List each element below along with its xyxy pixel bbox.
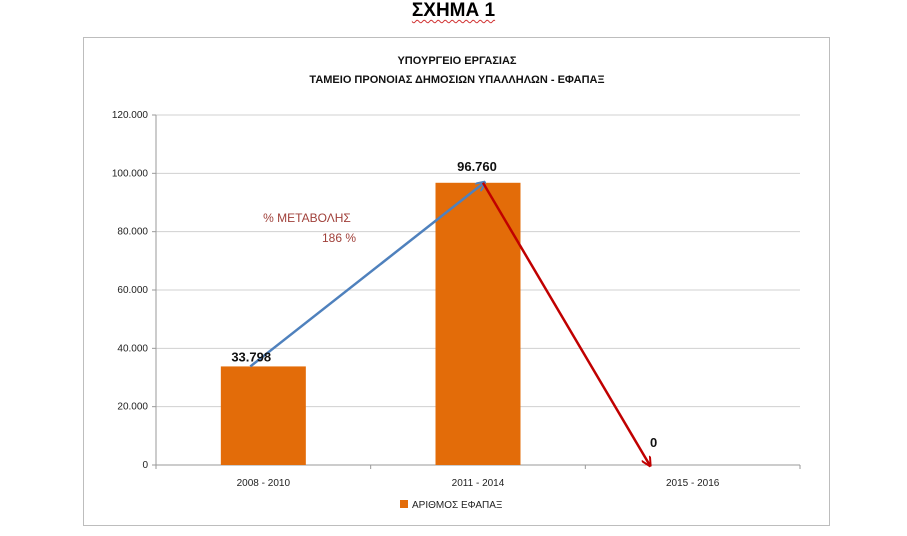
figure-label: ΣΧΗΜΑ 1 (0, 0, 907, 22)
data-label: 33.798 (231, 349, 271, 364)
y-tick-label: 20.000 (117, 402, 148, 413)
data-label: 0 (650, 435, 657, 450)
arrows (249, 182, 650, 465)
chart-subtitle: ΤΑΜΕΙΟ ΠΡΟΝΟΙΑΣ ΔΗΜΟΣΙΩΝ ΥΠΑΛΛΗΛΩΝ - ΕΦΑ… (309, 74, 604, 86)
bar (220, 366, 306, 465)
x-axis-ticks: 2008 - 2010 2011 - 2014 2015 - 2016 (237, 478, 720, 489)
x-tick-label: 2008 - 2010 (237, 478, 291, 489)
y-axis-ticks: 0 20.000 40.000 60.000 80.000 100.000 120.000 (112, 110, 149, 471)
y-tick-label: 0 (142, 460, 148, 471)
increase-arrow (249, 183, 484, 368)
x-tick-label: 2011 - 2014 (452, 478, 505, 489)
y-tick-label: 120.000 (112, 110, 149, 121)
x-tick-label: 2015 - 2016 (666, 478, 720, 489)
bar-chart: ΥΠΟΥΡΓΕΙΟ ΕΡΓΑΣΙΑΣ ΤΑΜΕΙΟ ΠΡΟΝΟΙΑΣ ΔΗΜΟΣ… (112, 55, 801, 511)
change-annotation-line2: 186 % (322, 231, 356, 245)
figure-label-text: ΣΧΗΜΑ 1 (411, 0, 496, 21)
bars (220, 182, 521, 466)
y-tick-label: 40.000 (117, 343, 148, 354)
y-tick-label: 60.000 (117, 285, 148, 296)
y-tick-label: 80.000 (117, 227, 148, 238)
legend: ΑΡΙΘΜΟΣ ΕΦΑΠΑΞ (400, 500, 503, 511)
change-annotation-line1: % ΜΕΤΑΒΟΛΗΣ (263, 211, 351, 225)
bar (435, 182, 521, 466)
legend-label: ΑΡΙΘΜΟΣ ΕΦΑΠΑΞ (412, 500, 503, 511)
y-tick-label: 100.000 (112, 168, 149, 179)
data-label: 96.760 (457, 159, 497, 174)
decrease-arrow (481, 182, 650, 465)
chart-title: ΥΠΟΥΡΓΕΙΟ ΕΡΓΑΣΙΑΣ (397, 55, 516, 67)
legend-swatch (400, 500, 408, 508)
data-labels: 33.798 96.760 0 (231, 159, 657, 450)
chart-frame: ΥΠΟΥΡΓΕΙΟ ΕΡΓΑΣΙΑΣ ΤΑΜΕΙΟ ΠΡΟΝΟΙΑΣ ΔΗΜΟΣ… (83, 37, 830, 526)
